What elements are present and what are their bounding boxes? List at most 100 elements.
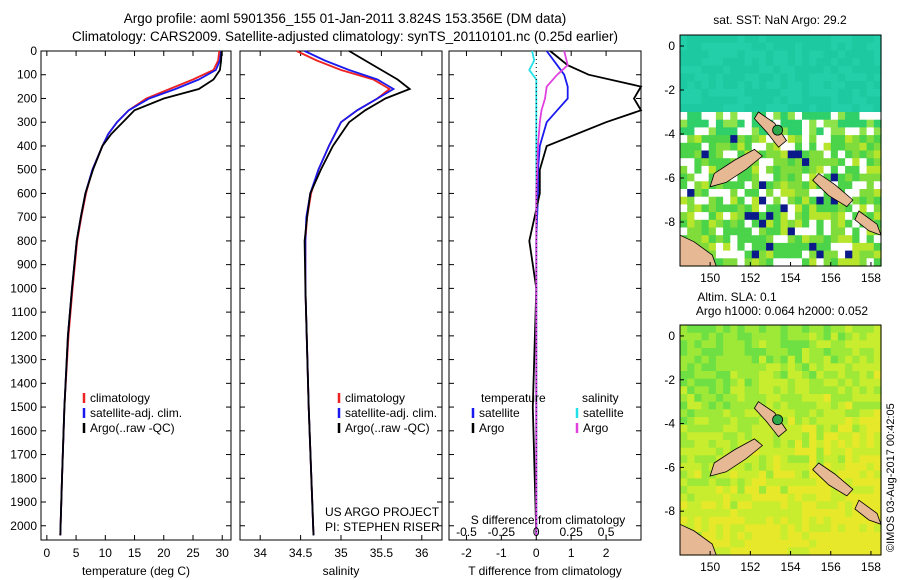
map-cell: [794, 142, 803, 152]
map-cell: [715, 532, 724, 541]
map-cell: [780, 158, 789, 167]
map-cell: [852, 424, 861, 433]
map-cell: [751, 173, 760, 182]
map-cell: [787, 258, 796, 267]
map-cell: [837, 81, 846, 90]
land-mass: [709, 438, 764, 477]
map-cell: [816, 486, 825, 495]
map-cell: [830, 547, 839, 556]
legend-label: satellite: [479, 406, 520, 420]
map-cell: [830, 73, 839, 82]
map-cell: [866, 42, 875, 51]
map-cell: [794, 363, 803, 372]
x2-tick-label: 0.5: [598, 525, 615, 539]
map-cell: [744, 258, 753, 267]
map-cell: [873, 394, 882, 403]
map-cell: [723, 524, 731, 533]
map-cell: [744, 516, 753, 525]
map-cell: [730, 219, 739, 229]
map-cell: [708, 50, 717, 59]
map-cell: [852, 539, 861, 548]
map-cell: [766, 73, 774, 82]
map-cell: [694, 150, 703, 159]
map-cell: [873, 378, 882, 387]
map-cell: [809, 96, 817, 105]
map-cell: [823, 204, 832, 213]
map-cell: [866, 386, 875, 395]
map-cell: [773, 371, 782, 380]
map-cell: [751, 363, 760, 372]
map-cell: [694, 189, 703, 198]
map-cell: [830, 340, 839, 349]
map-cell: [780, 394, 789, 403]
map-cell: [737, 363, 746, 372]
map-cell: [687, 219, 695, 229]
map-cell: [852, 250, 861, 259]
y-tick-label: -6: [664, 460, 675, 474]
map-cell: [859, 532, 868, 541]
map-cell: [680, 455, 688, 464]
map-cell: [852, 371, 861, 380]
map-cell: [723, 332, 731, 341]
map-cell: [830, 455, 839, 464]
map-cell: [852, 88, 861, 98]
map-cell: [744, 212, 753, 221]
map-cell: [830, 394, 839, 403]
map-cell: [687, 332, 695, 341]
y-tick-label: 1400: [10, 376, 37, 390]
map-cell: [866, 424, 875, 433]
map-cell: [837, 65, 846, 75]
map-cell: [823, 96, 832, 105]
map-cell: [859, 204, 868, 213]
map-cell: [687, 432, 695, 441]
map-cell: [723, 127, 731, 136]
map-cell: [759, 165, 767, 175]
map-cell: [816, 81, 825, 90]
map-cell: [759, 340, 767, 349]
map-cell: [837, 532, 846, 541]
map-cell: [701, 417, 710, 426]
map-cell: [723, 35, 731, 44]
map-cell: [708, 417, 717, 426]
map-cell: [680, 142, 688, 152]
map-cell: [823, 447, 832, 456]
map-cell: [866, 348, 875, 357]
map-cell: [766, 65, 774, 75]
map-cell: [708, 363, 717, 372]
y-tick-label: 500: [17, 163, 37, 177]
map-cell: [687, 394, 695, 403]
map-cell: [730, 258, 739, 267]
map-cell: [751, 189, 760, 198]
map-cell: [701, 348, 710, 357]
map-cell: [794, 463, 803, 472]
map-cell: [759, 227, 767, 236]
map-cell: [873, 478, 882, 487]
map-cell: [809, 340, 817, 349]
map-cell: [837, 524, 846, 533]
map-cell: [708, 158, 717, 167]
map-cell: [852, 509, 861, 518]
map-cell: [737, 348, 746, 357]
map-cell: [694, 417, 703, 426]
map-cell: [845, 50, 853, 59]
map-cell: [794, 394, 803, 403]
map-cell: [701, 378, 710, 387]
map-cell: [809, 88, 817, 98]
map-cell: [866, 58, 875, 67]
map-cell: [780, 409, 789, 418]
map-cell: [715, 35, 724, 44]
map-cell: [794, 212, 803, 221]
map-cell: [866, 378, 875, 387]
plot-frame: [448, 50, 642, 541]
map-cell: [816, 212, 825, 221]
map-cell: [687, 35, 695, 44]
map-cell: [845, 401, 853, 410]
x-tick-label: 30: [216, 546, 230, 560]
map-cell: [809, 250, 817, 259]
map-cell: [816, 88, 825, 98]
map-cell: [859, 493, 868, 502]
map-cell: [744, 478, 753, 487]
map-cell: [694, 371, 703, 380]
map-cell: [701, 394, 710, 403]
map-cell: [837, 432, 846, 441]
